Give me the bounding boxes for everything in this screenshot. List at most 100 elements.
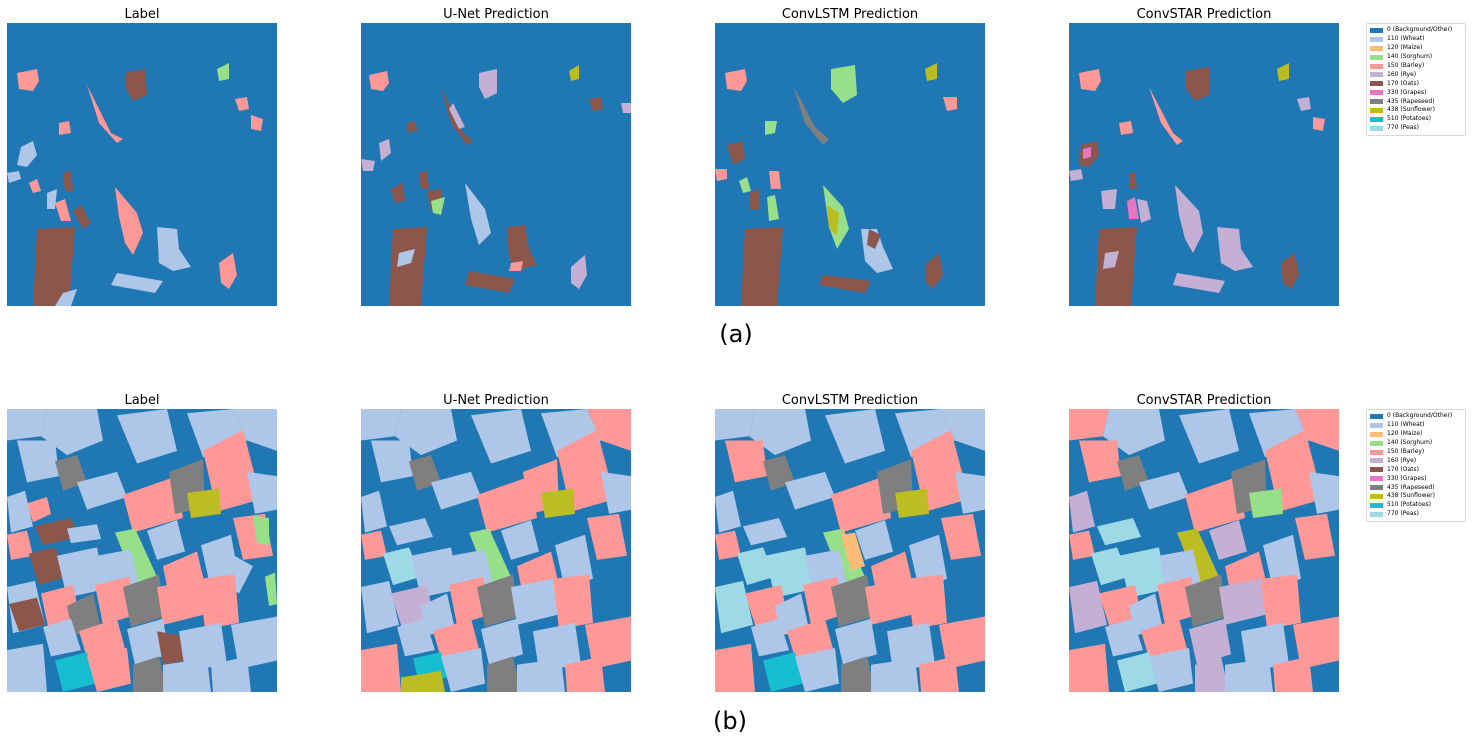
legend-swatch [1370,413,1383,419]
legend-label: 150 (Barley) [1387,62,1425,69]
crop-prediction-map-convlstm-a-icon [715,23,985,306]
crop-prediction-map-unet-a-icon [361,23,631,306]
crop-prediction-map-convlstm-b-icon [715,409,985,692]
legend-item: 0 (Background/Other) [1370,26,1462,35]
legend-item: 770 (Peas) [1370,510,1462,519]
legend-item: 438 (Sunflower) [1370,106,1462,115]
panel-title-unet-b: U-Net Prediction [443,393,549,408]
crop-prediction-map-convstar-a [1069,23,1339,306]
legend-label: 110 (Wheat) [1387,421,1425,429]
legend-swatch [1370,511,1383,517]
legend-swatch [1370,27,1383,33]
legend-item: 435 (Rapeseed) [1370,97,1462,106]
legend-swatch [1370,449,1383,455]
legend-item: 110 (Wheat) [1370,35,1462,44]
legend-a: 0 (Background/Other) 110 (Wheat) 120 (Ma… [1366,23,1466,136]
panel-title-unet-a: U-Net Prediction [443,7,549,22]
legend-swatch [1370,476,1383,482]
legend-swatch [1370,90,1383,96]
legend-swatch [1370,125,1383,131]
legend-item: 160 (Rye) [1370,70,1462,79]
legend-label: 160 (Rye) [1387,456,1417,464]
legend-label: 150 (Barley) [1387,448,1425,455]
legend-item: 150 (Barley) [1370,448,1462,457]
legend-label: 160 (Rye) [1387,70,1417,78]
legend-label: 330 (Grapes) [1387,88,1427,96]
legend-item: 330 (Grapes) [1370,474,1462,483]
legend-label: 0 (Background/Other) [1387,412,1453,420]
legend-item: 150 (Barley) [1370,62,1462,71]
legend-swatch [1370,485,1383,491]
legend-label: 438 (Sunflower) [1387,106,1435,114]
subfigure-caption-b: (b) [713,707,747,735]
crop-prediction-map-unet-b [361,409,631,692]
subfigure-caption-a: (a) [719,320,753,348]
legend-swatch [1370,422,1383,428]
legend-label: 120 (Maize) [1387,430,1423,438]
crop-label-map-a [7,23,277,306]
legend-label: 170 (Oats) [1387,79,1419,87]
legend-item: 140 (Sorghum) [1370,439,1462,448]
legend-swatch [1370,99,1383,105]
legend-item: 140 (Sorghum) [1370,53,1462,62]
legend-swatch [1370,493,1383,499]
crop-prediction-map-unet-a [361,23,631,306]
legend-label: 0 (Background/Other) [1387,26,1453,34]
legend-label: 435 (Rapeseed) [1387,483,1435,491]
legend-item: 330 (Grapes) [1370,88,1462,97]
legend-item: 435 (Rapeseed) [1370,483,1462,492]
legend-item: 510 (Potatoes) [1370,115,1462,124]
legend-swatch [1370,431,1383,437]
legend-label: 510 (Potatoes) [1387,501,1431,509]
legend-swatch [1370,440,1383,446]
legend-label: 170 (Oats) [1387,465,1419,473]
legend-swatch [1370,36,1383,42]
legend-swatch [1370,467,1383,473]
legend-swatch [1370,458,1383,464]
legend-item: 510 (Potatoes) [1370,501,1462,510]
legend-label: 770 (Peas) [1387,124,1419,132]
crop-label-map-b-icon [7,409,277,692]
legend-item: 170 (Oats) [1370,465,1462,474]
legend-swatch [1370,502,1383,508]
legend-item: 438 (Sunflower) [1370,492,1462,501]
crop-prediction-map-convstar-a-icon [1069,23,1339,306]
crop-prediction-map-convlstm-a [715,23,985,306]
panel-title-convlstm-b: ConvLSTM Prediction [781,393,919,408]
legend-swatch [1370,54,1383,60]
legend-item: 110 (Wheat) [1370,421,1462,430]
legend-b: 0 (Background/Other) 110 (Wheat) 120 (Ma… [1366,409,1466,522]
crop-prediction-map-convlstm-b [715,409,985,692]
legend-label: 110 (Wheat) [1387,35,1425,43]
legend-swatch [1370,81,1383,87]
crop-prediction-map-convstar-b-icon [1069,409,1339,692]
legend-label: 435 (Rapeseed) [1387,97,1435,105]
panel-title-label-a: Label [124,7,160,22]
legend-label: 510 (Potatoes) [1387,115,1431,123]
panel-title-label-b: Label [124,393,160,408]
legend-swatch [1370,107,1383,113]
legend-label: 140 (Sorghum) [1387,53,1433,61]
legend-label: 770 (Peas) [1387,510,1419,518]
legend-swatch [1370,45,1383,51]
legend-swatch [1370,116,1383,122]
panel-title-convstar-b: ConvSTAR Prediction [1136,393,1272,408]
legend-item: 120 (Maize) [1370,430,1462,439]
legend-item: 0 (Background/Other) [1370,412,1462,421]
crop-label-map-b [7,409,277,692]
legend-swatch [1370,72,1383,78]
crop-prediction-map-convstar-b [1069,409,1339,692]
crop-label-map-a-icon [7,23,277,306]
legend-swatch [1370,63,1383,69]
legend-label: 140 (Sorghum) [1387,439,1433,447]
legend-item: 160 (Rye) [1370,456,1462,465]
legend-label: 120 (Maize) [1387,44,1423,52]
legend-item: 770 (Peas) [1370,124,1462,133]
legend-label: 438 (Sunflower) [1387,492,1435,500]
crop-prediction-map-unet-b-icon [361,409,631,692]
panel-title-convlstm-a: ConvLSTM Prediction [781,7,919,22]
legend-item: 120 (Maize) [1370,44,1462,53]
legend-item: 170 (Oats) [1370,79,1462,88]
legend-label: 330 (Grapes) [1387,474,1427,482]
panel-title-convstar-a: ConvSTAR Prediction [1136,7,1272,22]
